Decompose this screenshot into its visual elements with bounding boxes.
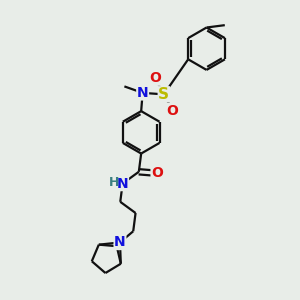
Text: N: N: [117, 177, 128, 190]
Text: O: O: [151, 166, 163, 180]
Text: N: N: [114, 236, 126, 250]
Text: H: H: [109, 176, 120, 189]
Text: O: O: [167, 103, 178, 118]
Text: O: O: [149, 71, 161, 85]
Text: N: N: [137, 86, 148, 100]
Text: S: S: [158, 87, 169, 102]
